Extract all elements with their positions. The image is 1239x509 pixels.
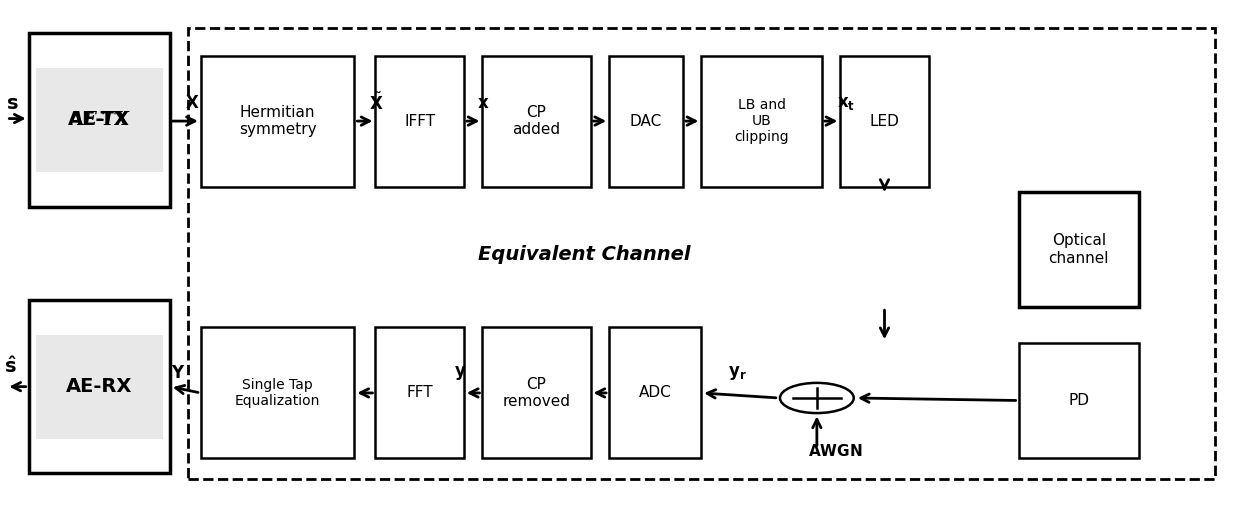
Bar [375, 55, 463, 186]
Text: CP
removed: CP removed [503, 377, 570, 409]
Bar [36, 334, 162, 439]
Text: ADC: ADC [639, 385, 672, 401]
Text: $\mathbf{\hat{s}}$: $\mathbf{\hat{s}}$ [4, 356, 16, 377]
Text: $\mathbf{AWGN}$: $\mathbf{AWGN}$ [808, 443, 862, 459]
Bar [1018, 343, 1139, 459]
Bar [188, 28, 1215, 478]
Text: LB and
UB
clipping: LB and UB clipping [735, 98, 789, 144]
Text: Equivalent Channel: Equivalent Channel [478, 245, 690, 264]
Bar [201, 55, 354, 186]
Circle shape [781, 383, 854, 413]
Bar [610, 327, 701, 459]
Text: AE-RX: AE-RX [66, 377, 133, 396]
Text: $\mathbf{x}$: $\mathbf{x}$ [477, 95, 489, 112]
Text: Hermitian
symmetry: Hermitian symmetry [239, 105, 316, 137]
Text: CP
added: CP added [513, 105, 560, 137]
Bar [375, 327, 463, 459]
Text: $\mathbf{\tilde{X}}$: $\mathbf{\tilde{X}}$ [369, 93, 384, 114]
Text: $\mathbf{X}$: $\mathbf{X}$ [185, 95, 199, 112]
Bar [701, 55, 821, 186]
Text: LED: LED [870, 114, 900, 129]
Bar [201, 327, 354, 459]
Bar [28, 33, 170, 207]
Bar [36, 68, 162, 172]
Text: IFFT: IFFT [404, 114, 435, 129]
Bar [610, 55, 683, 186]
Bar [482, 55, 591, 186]
Text: AE-TX: AE-TX [68, 110, 130, 129]
Text: $\mathbf{s}$: $\mathbf{s}$ [6, 94, 19, 113]
Text: PD: PD [1068, 393, 1089, 408]
Bar [840, 55, 929, 186]
Text: Single Tap
Equalization: Single Tap Equalization [235, 378, 321, 408]
Text: $\mathbf{x_t}$: $\mathbf{x_t}$ [838, 95, 855, 112]
Text: $\mathbf{y}$: $\mathbf{y}$ [453, 364, 466, 382]
Text: $\mathbf{Y}$: $\mathbf{Y}$ [171, 364, 186, 382]
Text: AE-TX: AE-TX [69, 111, 129, 129]
Text: FFT: FFT [406, 385, 432, 401]
Text: Optical
channel: Optical channel [1048, 233, 1109, 266]
Bar [482, 327, 591, 459]
Bar [1018, 191, 1139, 307]
Text: DAC: DAC [629, 114, 662, 129]
Text: $\mathbf{y_r}$: $\mathbf{y_r}$ [727, 364, 746, 382]
Bar [28, 300, 170, 473]
